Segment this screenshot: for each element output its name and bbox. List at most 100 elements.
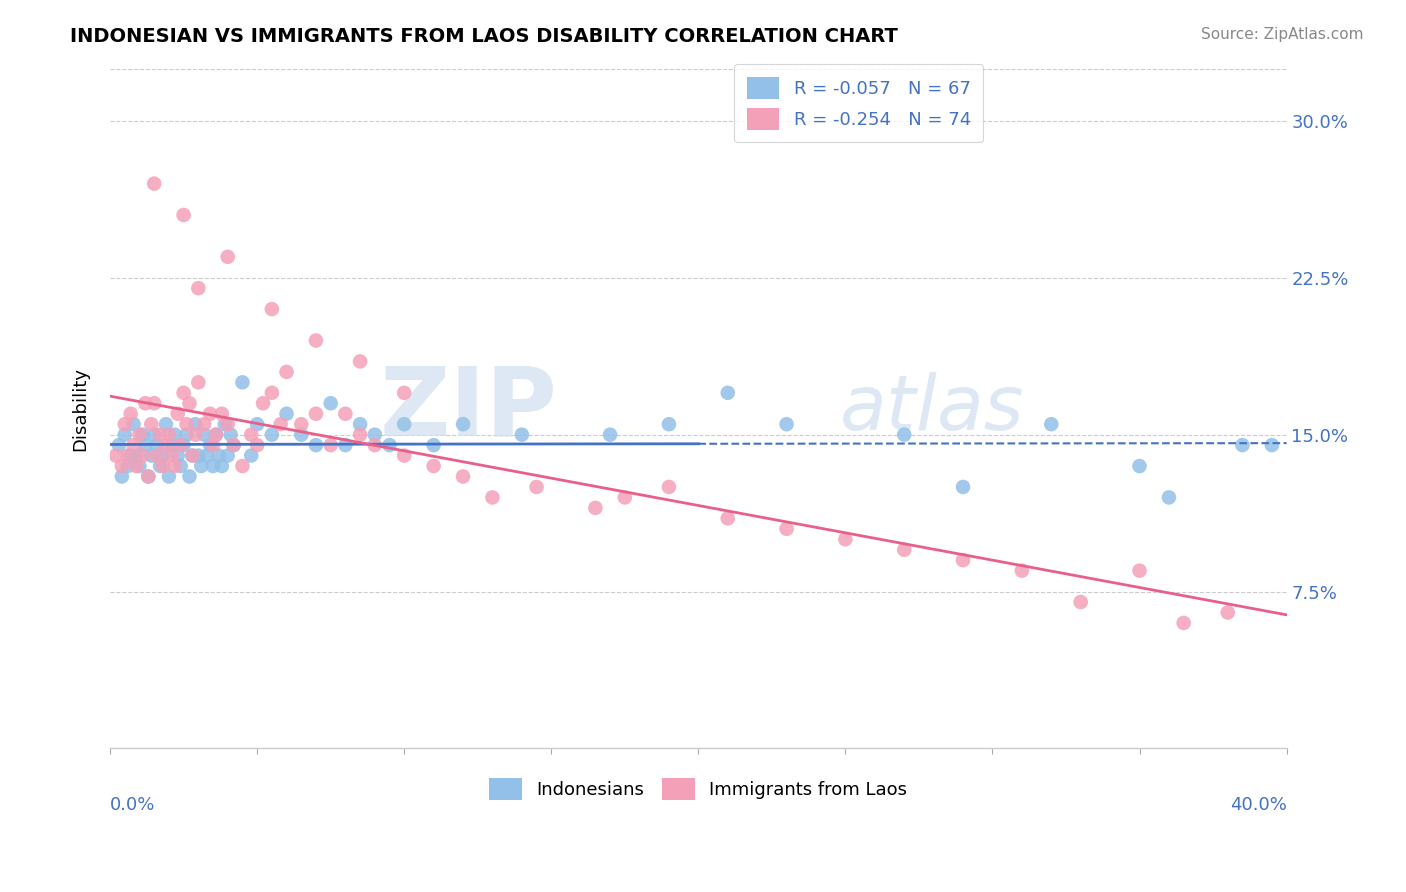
Point [117, 458, 139, 473]
Point [169, 438, 191, 452]
Point [392, 449, 415, 463]
Point [219, 427, 242, 442]
Point [173, 208, 195, 222]
Point [305, 334, 328, 348]
Point [775, 417, 797, 432]
Y-axis label: Disability: Disability [72, 367, 89, 450]
Point [349, 354, 371, 368]
Point [163, 427, 186, 442]
Point [184, 417, 207, 432]
Point [1040, 417, 1063, 432]
Point [208, 449, 231, 463]
Point [146, 449, 169, 463]
Text: 0.0%: 0.0% [110, 796, 156, 814]
Point [378, 438, 401, 452]
Point [305, 407, 328, 421]
Point [166, 407, 188, 421]
Point [181, 449, 204, 463]
Point [143, 427, 166, 442]
Point [392, 385, 415, 400]
Point [349, 427, 371, 442]
Text: Source: ZipAtlas.com: Source: ZipAtlas.com [1201, 27, 1364, 42]
Point [349, 417, 371, 432]
Point [187, 376, 209, 390]
Point [270, 417, 292, 432]
Point [613, 491, 636, 505]
Point [141, 417, 163, 432]
Point [252, 396, 274, 410]
Point [122, 417, 145, 432]
Point [260, 385, 283, 400]
Point [231, 458, 253, 473]
Point [173, 385, 195, 400]
Point [217, 449, 239, 463]
Point [117, 449, 139, 463]
Point [1011, 564, 1033, 578]
Point [114, 417, 136, 432]
Point [1216, 606, 1239, 620]
Point [122, 438, 145, 452]
Point [143, 177, 166, 191]
Point [149, 458, 172, 473]
Point [599, 427, 621, 442]
Text: atlas: atlas [839, 371, 1024, 445]
Point [157, 427, 180, 442]
Point [1232, 438, 1254, 452]
Point [211, 458, 233, 473]
Point [717, 385, 740, 400]
Point [176, 427, 198, 442]
Point [179, 469, 201, 483]
Point [125, 458, 148, 473]
Point [290, 427, 312, 442]
Point [163, 458, 186, 473]
Point [290, 417, 312, 432]
Point [120, 449, 142, 463]
Point [131, 449, 153, 463]
Point [305, 438, 328, 452]
Point [422, 458, 444, 473]
Point [451, 417, 474, 432]
Point [141, 449, 163, 463]
Point [231, 376, 253, 390]
Point [190, 458, 212, 473]
Point [392, 417, 415, 432]
Point [108, 438, 131, 452]
Point [214, 417, 236, 432]
Point [276, 365, 298, 379]
Point [202, 458, 225, 473]
Point [173, 438, 195, 452]
Point [246, 438, 269, 452]
Point [114, 427, 136, 442]
Point [134, 438, 156, 452]
Point [319, 438, 342, 452]
Point [125, 449, 148, 463]
Point [160, 449, 183, 463]
Point [146, 438, 169, 452]
Point [193, 427, 215, 442]
Point [202, 438, 225, 452]
Point [134, 396, 156, 410]
Point [187, 449, 209, 463]
Point [481, 491, 503, 505]
Point [1173, 615, 1195, 630]
Point [176, 417, 198, 432]
Text: ZIP: ZIP [380, 362, 557, 455]
Point [160, 438, 183, 452]
Point [834, 533, 856, 547]
Point [422, 438, 444, 452]
Legend: Indonesians, Immigrants from Laos: Indonesians, Immigrants from Laos [482, 771, 914, 807]
Point [526, 480, 548, 494]
Point [583, 500, 606, 515]
Point [510, 427, 533, 442]
Point [893, 542, 915, 557]
Point [1070, 595, 1092, 609]
Point [240, 449, 263, 463]
Point [149, 427, 172, 442]
Point [184, 427, 207, 442]
Point [952, 480, 974, 494]
Point [717, 511, 740, 525]
Point [157, 469, 180, 483]
Text: INDONESIAN VS IMMIGRANTS FROM LAOS DISABILITY CORRELATION CHART: INDONESIAN VS IMMIGRANTS FROM LAOS DISAB… [70, 27, 898, 45]
Point [658, 417, 681, 432]
Point [205, 427, 228, 442]
